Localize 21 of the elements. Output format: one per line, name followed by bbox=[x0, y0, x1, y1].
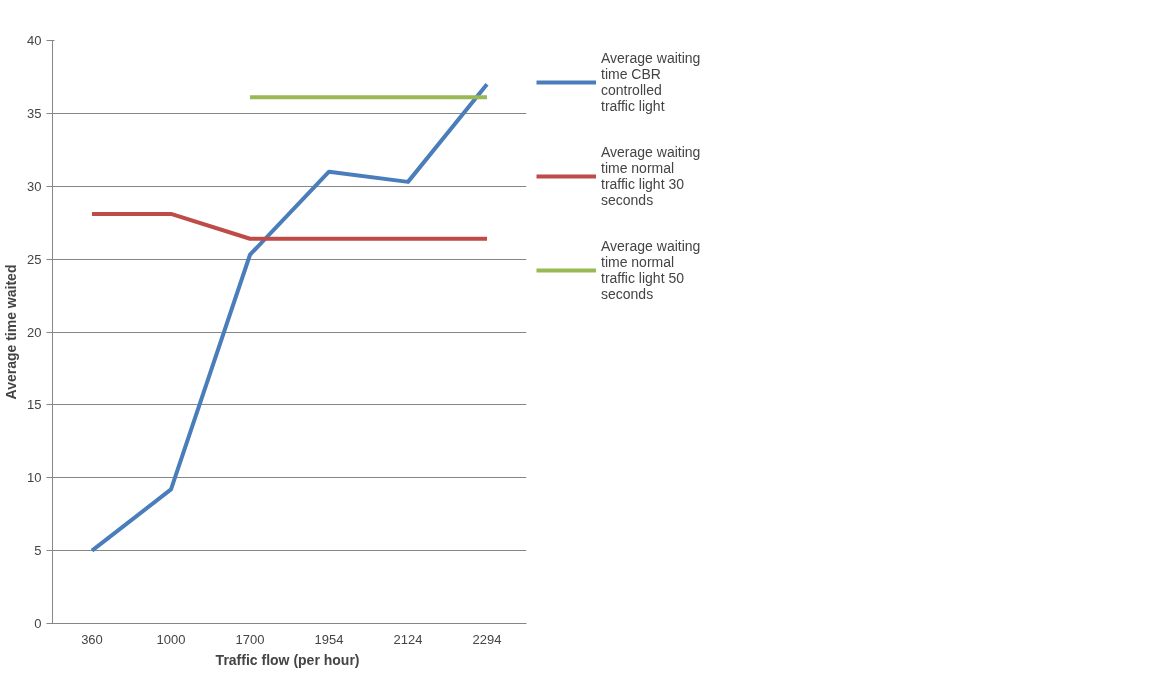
y-tick-label: 20 bbox=[27, 324, 42, 340]
y-tick-label: 35 bbox=[27, 105, 42, 121]
y-tick-label: 10 bbox=[27, 470, 42, 486]
line-series bbox=[90, 82, 489, 553]
x-tick-label: 2124 bbox=[393, 631, 423, 647]
x-tick-label: 1000 bbox=[156, 631, 186, 647]
y-tick-label: 30 bbox=[27, 178, 42, 194]
y-tick-label: 15 bbox=[27, 397, 42, 413]
x-tick-label: 1700 bbox=[235, 631, 265, 647]
x-tick-label: 360 bbox=[81, 631, 103, 647]
y-tick-label: 25 bbox=[27, 251, 42, 267]
y-tick-label: 0 bbox=[34, 616, 42, 631]
x-tick-label: 2294 bbox=[472, 631, 502, 647]
legend-label: Average waiting time normal traffic light 30 seconds bbox=[601, 144, 701, 208]
y-tick-label: 5 bbox=[34, 543, 42, 559]
y-tick-label: 40 bbox=[27, 33, 42, 48]
legend-label: Average waiting time CBR controlled traffic light bbox=[601, 50, 701, 114]
x-tick-label: 1954 bbox=[314, 631, 344, 647]
y-axis-title: Average time waited bbox=[3, 264, 20, 400]
x-axis-title: Traffic flow (per hour) bbox=[215, 651, 360, 668]
legend-label: Average waiting time normal traffic light 50 seconds bbox=[601, 238, 701, 302]
